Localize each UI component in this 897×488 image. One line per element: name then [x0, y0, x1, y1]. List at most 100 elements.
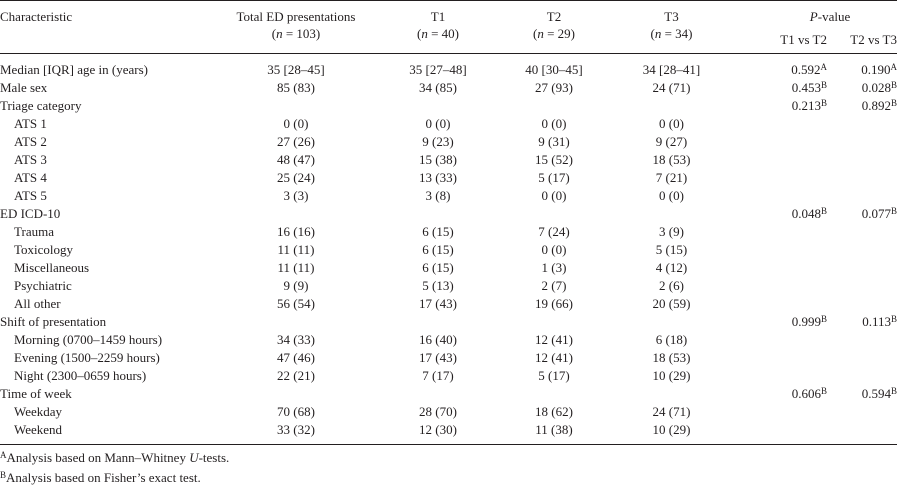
cell-p-t2-vs-t3	[827, 259, 897, 277]
cell-t1: 7 (17)	[382, 367, 494, 385]
footnote-marker: B	[821, 98, 827, 108]
footnote-marker: A	[821, 62, 828, 72]
row-label: Shift of presentation	[0, 313, 210, 331]
cell-t3: 5 (15)	[614, 241, 729, 259]
footnote-text: Analysis based on Fisher’s exact test.	[6, 470, 201, 485]
cell-t1: 6 (15)	[382, 223, 494, 241]
cell-t2: 40 [30–45]	[494, 54, 614, 80]
header-t1: T1	[382, 1, 494, 26]
cell-total: 27 (26)	[210, 133, 382, 151]
footnote-text-end: -tests.	[199, 450, 230, 465]
cell-t2	[494, 313, 614, 331]
cell-p-t1-vs-t2-value: 0.048	[792, 206, 821, 221]
cell-t2	[494, 385, 614, 403]
cell-p-t1-vs-t2	[729, 187, 827, 205]
footnote-marker: B	[891, 80, 897, 90]
cell-t2: 2 (7)	[494, 277, 614, 295]
footnotes: AAnalysis based on Mann–Whitney U-tests.…	[0, 448, 229, 488]
cell-p-t1-vs-t2	[729, 277, 827, 295]
cell-t3: 0 (0)	[614, 187, 729, 205]
cell-t2: 19 (66)	[494, 295, 614, 313]
header-total-n: (n = 103)	[210, 25, 382, 54]
cell-t2: 27 (93)	[494, 79, 614, 97]
cell-t3: 10 (29)	[614, 367, 729, 385]
cell-p-t2-vs-t3: 0.594B	[827, 385, 897, 403]
footnote-marker: B	[821, 80, 827, 90]
footnote-marker: B	[821, 386, 827, 396]
header-t2: T2	[494, 1, 614, 26]
cell-p-t1-vs-t2	[729, 241, 827, 259]
header-t3-n: (n = 34)	[614, 25, 729, 54]
cell-t2: 0 (0)	[494, 115, 614, 133]
cell-p-t2-vs-t3	[827, 133, 897, 151]
row-label: Weekend	[0, 421, 210, 445]
cell-p-t1-vs-t2-value: 0.606	[792, 386, 821, 401]
cell-t2: 9 (31)	[494, 133, 614, 151]
header-pvalue-italic: P	[810, 9, 818, 24]
cell-t1: 6 (15)	[382, 241, 494, 259]
cell-total: 22 (21)	[210, 367, 382, 385]
cell-t3	[614, 97, 729, 115]
header-total: Total ED presentations	[210, 1, 382, 26]
cell-p-t2-vs-t3	[827, 421, 897, 445]
cell-t3: 2 (6)	[614, 277, 729, 295]
cell-t1: 17 (43)	[382, 295, 494, 313]
row-label: Morning (0700–1459 hours)	[0, 331, 210, 349]
row-label: ATS 4	[0, 169, 210, 187]
cell-t1: 3 (8)	[382, 187, 494, 205]
header-t1-vs-t2: T1 vs T2	[729, 25, 827, 54]
header-pvalue-rest: -value	[818, 9, 850, 24]
row-label: Triage category	[0, 97, 210, 115]
cell-p-t1-vs-t2	[729, 295, 827, 313]
cell-t1	[382, 385, 494, 403]
cell-total: 9 (9)	[210, 277, 382, 295]
footnote-marker: B	[821, 206, 827, 216]
header-t1-n: (n = 40)	[382, 25, 494, 54]
cell-t3	[614, 205, 729, 223]
cell-t1	[382, 97, 494, 115]
cell-p-t1-vs-t2	[729, 115, 827, 133]
cell-t2: 0 (0)	[494, 187, 614, 205]
row-label: ATS 1	[0, 115, 210, 133]
row-label: Median [IQR] age in (years)	[0, 54, 210, 80]
cell-total: 11 (11)	[210, 241, 382, 259]
row-label: ATS 2	[0, 133, 210, 151]
cell-t1: 9 (23)	[382, 133, 494, 151]
cell-p-t1-vs-t2	[729, 403, 827, 421]
cell-total: 33 (32)	[210, 421, 382, 445]
row-label: Toxicology	[0, 241, 210, 259]
cell-total: 85 (83)	[210, 79, 382, 97]
cell-p-t2-vs-t3	[827, 277, 897, 295]
cell-total: 70 (68)	[210, 403, 382, 421]
cell-p-t2-vs-t3: 0.892B	[827, 97, 897, 115]
cell-p-t2-vs-t3	[827, 223, 897, 241]
cell-p-t1-vs-t2: 0.592A	[729, 54, 827, 80]
cell-t3: 34 [28–41]	[614, 54, 729, 80]
cell-t1: 13 (33)	[382, 169, 494, 187]
table-row: Night (2300–0659 hours)22 (21)7 (17)5 (1…	[0, 367, 897, 385]
cell-p-t1-vs-t2	[729, 421, 827, 445]
row-label: Trauma	[0, 223, 210, 241]
footnote-marker: B	[891, 98, 897, 108]
cell-p-t1-vs-t2-value: 0.213	[792, 98, 821, 113]
cell-t1: 35 [27–48]	[382, 54, 494, 80]
cell-total: 56 (54)	[210, 295, 382, 313]
row-label: ATS 3	[0, 151, 210, 169]
row-label: Time of week	[0, 385, 210, 403]
cell-t3: 10 (29)	[614, 421, 729, 445]
row-label: Evening (1500–2259 hours)	[0, 349, 210, 367]
footnote-marker: B	[821, 314, 827, 324]
cell-p-t2-vs-t3	[827, 169, 897, 187]
cell-t3: 18 (53)	[614, 349, 729, 367]
cell-p-t1-vs-t2	[729, 169, 827, 187]
